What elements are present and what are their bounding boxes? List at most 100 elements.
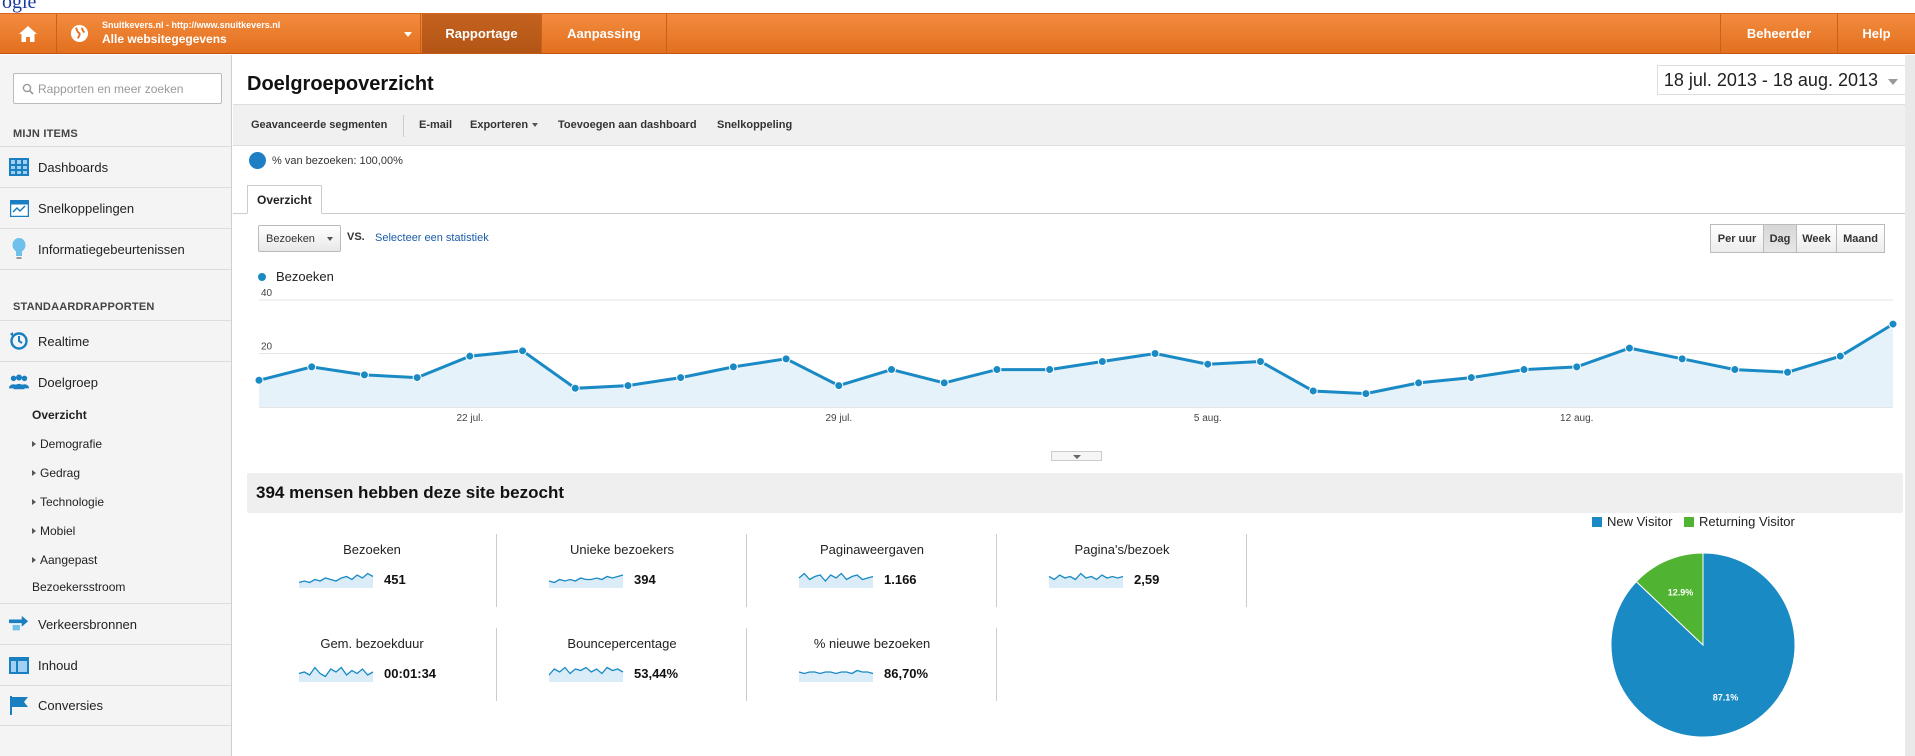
- data-point: [1150, 349, 1160, 358]
- sub-label: Mobiel: [40, 524, 76, 538]
- add-to-dashboard-button[interactable]: Toevoegen aan dashboard: [558, 119, 697, 131]
- metric-cell[interactable]: Bezoeken 451: [247, 534, 497, 607]
- data-point: [570, 383, 580, 393]
- divider: [0, 269, 231, 270]
- data-point: [1624, 343, 1634, 353]
- sidebar-item-informatiegebeurtenissen[interactable]: Informatiegebeurtenissen: [0, 228, 231, 269]
- sparkline-area: [299, 573, 373, 588]
- data-point: [465, 351, 475, 361]
- x-tick-label: 5 aug.: [1194, 413, 1222, 424]
- sub-label: Demografie: [40, 437, 103, 451]
- metric-label: Paginaweergaven: [819, 542, 925, 557]
- metric-cell[interactable]: Pagina's/bezoek 2,59: [997, 534, 1247, 607]
- data-point: [676, 373, 686, 383]
- sidebar: MIJN ITEMS Dashboards Snelkoppelingen In…: [0, 55, 232, 756]
- sidebar-item-snelkoppelingen[interactable]: Snelkoppelingen: [0, 187, 231, 228]
- sidebar-item-label: Inhoud: [38, 657, 78, 673]
- granularity-month-button[interactable]: Maand: [1836, 224, 1885, 253]
- expand-arrow-icon: [32, 556, 36, 563]
- traffic-icon: [9, 614, 29, 634]
- sidebar-item-label: Informatiegebeurtenissen: [38, 241, 185, 257]
- metric-cell[interactable]: % nieuwe bezoeken 86,70%: [747, 628, 997, 701]
- expand-arrow-icon: [32, 440, 36, 447]
- sparkline: [548, 666, 624, 682]
- sidebar-item-dashboards[interactable]: Dashboards: [0, 146, 231, 187]
- segment-pie-icon: [249, 152, 266, 169]
- expand-arrow-icon: [32, 469, 36, 476]
- top-nav-bar: Snuitkevers.nl - http://www.snuitkevers.…: [0, 13, 1915, 54]
- pie-slice-label: 12.9%: [1668, 588, 1694, 598]
- lightbulb-icon: [9, 238, 29, 259]
- scrollbar-track[interactable]: [1905, 55, 1915, 756]
- site-url: Snuitkevers.nl - http://www.snuitkevers.…: [102, 20, 281, 30]
- y-tick-label: 20: [261, 342, 273, 353]
- sidebar-item-verkeersbronnen[interactable]: Verkeersbronnen: [0, 603, 231, 644]
- x-tick-label: 22 jul.: [456, 413, 483, 424]
- section-header-my-items: MIJN ITEMS: [13, 128, 78, 140]
- action-bar: Geavanceerde segmenten E-mail Exporteren…: [233, 104, 1915, 146]
- audience-icon: [9, 372, 29, 392]
- select-statistic-link[interactable]: Selecteer een statistiek: [375, 232, 489, 244]
- segment-indicator[interactable]: % van bezoeken: 100,00%: [249, 152, 403, 169]
- gran-label: Week: [1802, 232, 1831, 245]
- sidebar-sub-bezoekersstroom[interactable]: Bezoekersstroom: [32, 580, 125, 594]
- sparkline-line: [298, 572, 374, 584]
- granularity-hour-button[interactable]: Per uur: [1710, 224, 1764, 253]
- sidebar-item-conversies[interactable]: Conversies: [0, 685, 231, 726]
- tab-overzicht[interactable]: Overzicht: [247, 185, 322, 214]
- segment-text: % van bezoeken: 100,00%: [272, 154, 403, 167]
- visitor-type-pie-chart: 87.1% 12.9%: [1610, 552, 1796, 738]
- pie-slice[interactable]: [1635, 552, 1704, 647]
- metric-cell[interactable]: Bouncepercentage 53,44%: [497, 628, 747, 701]
- data-point: [1730, 365, 1740, 375]
- sidebar-item-doelgroep[interactable]: Doelgroep: [0, 361, 231, 402]
- metric-cell[interactable]: Unieke bezoekers 394: [497, 534, 747, 607]
- metric-cell[interactable]: Paginaweergaven 1.166: [747, 534, 997, 607]
- tab-help[interactable]: Help: [1838, 14, 1915, 53]
- pie-legend-new: New Visitor: [1592, 514, 1673, 529]
- chart-collapse-handle[interactable]: [1051, 451, 1102, 461]
- shortcut-button[interactable]: Snelkoppeling: [717, 119, 793, 131]
- vs-label: VS.: [347, 231, 365, 243]
- sparkline: [298, 666, 374, 682]
- sidebar-sub-aangepast[interactable]: Aangepast: [32, 553, 97, 567]
- granularity-day-button[interactable]: Dag: [1763, 224, 1797, 253]
- sidebar-sub-demografie[interactable]: Demografie: [32, 437, 102, 451]
- granularity-week-button[interactable]: Week: [1796, 224, 1837, 253]
- advanced-segments-button[interactable]: Geavanceerde segmenten: [251, 119, 388, 131]
- realtime-icon: [9, 331, 29, 351]
- home-button[interactable]: [0, 14, 57, 53]
- summary-text: 394 mensen hebben deze site bezocht: [256, 483, 564, 502]
- sidebar-sub-mobiel[interactable]: Mobiel: [32, 524, 75, 538]
- metric-value: 86,70%: [884, 666, 929, 681]
- legend-label: Bezoeken: [276, 269, 334, 284]
- sidebar-item-realtime[interactable]: Realtime: [0, 320, 231, 361]
- cut-off-title: ogle: [2, 0, 37, 13]
- metric-selector[interactable]: Bezoeken: [258, 225, 341, 252]
- chevron-down-icon: [404, 32, 412, 37]
- account-selector[interactable]: Snuitkevers.nl - http://www.snuitkevers.…: [57, 14, 421, 53]
- sparkline: [1048, 572, 1124, 588]
- sidebar-item-inhoud[interactable]: Inhoud: [0, 644, 231, 685]
- sparkline-line: [298, 666, 374, 678]
- tab-beheerder[interactable]: Beheerder: [1720, 14, 1838, 53]
- data-point: [1783, 367, 1793, 377]
- tab-label: Aanpassing: [567, 26, 641, 41]
- export-button[interactable]: Exporteren: [470, 119, 539, 131]
- sidebar-sub-overzicht[interactable]: Overzicht: [32, 408, 87, 422]
- pie-legend-returning: Returning Visitor: [1684, 514, 1795, 529]
- date-range-picker[interactable]: 18 jul. 2013 - 18 aug. 2013: [1656, 65, 1907, 95]
- email-button[interactable]: E-mail: [419, 119, 453, 131]
- metric-value: 00:01:34: [384, 666, 437, 681]
- date-range-text: 18 jul. 2013 - 18 aug. 2013: [1663, 69, 1878, 90]
- metric-label: Unieke bezoekers: [569, 542, 675, 557]
- tab-rapportage[interactable]: Rapportage: [422, 14, 542, 53]
- sidebar-sub-technologie[interactable]: Technologie: [32, 495, 104, 509]
- tab-aanpassing[interactable]: Aanpassing: [542, 14, 667, 53]
- sidebar-sub-gedrag[interactable]: Gedrag: [32, 466, 80, 480]
- search-input[interactable]: [38, 79, 216, 99]
- x-tick-label: 29 jul.: [825, 413, 852, 424]
- content-icon: [9, 655, 29, 675]
- legend-label: New Visitor: [1607, 514, 1673, 529]
- metric-cell[interactable]: Gem. bezoekduur 00:01:34: [247, 628, 497, 701]
